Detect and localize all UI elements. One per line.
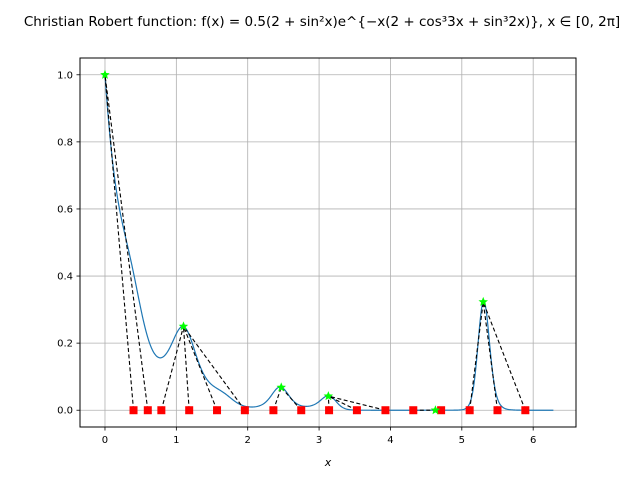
- y-axis-ticks: 0.0 0.2 0.4 0.6 0.8 1.0: [57, 70, 80, 417]
- maximum-marker: [323, 391, 334, 401]
- axes-frame: [79, 57, 577, 428]
- y-tick-label: 0.2: [57, 339, 73, 350]
- maxima-markers: [100, 69, 488, 415]
- maximum-marker: [178, 321, 189, 331]
- sample-marker: [269, 406, 278, 415]
- sample-marker: [143, 406, 152, 415]
- x-tick-label: 0: [102, 435, 108, 446]
- x-tick-label: 5: [459, 435, 465, 446]
- sample-marker: [325, 406, 334, 415]
- maximum-marker: [430, 405, 441, 415]
- connector-line: [328, 395, 358, 411]
- connector-line: [104, 74, 135, 411]
- sample-marker: [129, 406, 138, 415]
- connector-line: [183, 326, 246, 411]
- x-tick-label: 6: [530, 435, 536, 446]
- connector-line: [482, 301, 499, 411]
- x-axis-label: x: [324, 456, 332, 469]
- sample-marker: [157, 406, 166, 415]
- connector-line: [469, 301, 484, 411]
- y-tick-label: 0.8: [57, 137, 73, 148]
- connector-line: [104, 74, 149, 411]
- sample-marker: [213, 406, 222, 415]
- sample-marker: [381, 406, 390, 415]
- connector-line: [272, 387, 282, 411]
- y-tick-label: 0.4: [57, 272, 73, 283]
- sample-markers: [129, 406, 530, 415]
- sample-marker: [465, 406, 474, 415]
- y-tick-label: 0.6: [57, 204, 73, 215]
- sample-marker: [185, 406, 194, 415]
- y-tick-label: 1.0: [57, 70, 73, 81]
- grid-lines: [80, 58, 576, 427]
- x-tick-label: 4: [387, 435, 393, 446]
- y-tick-label: 0.0: [57, 406, 73, 417]
- maximum-marker: [100, 69, 110, 79]
- sample-marker: [297, 406, 306, 415]
- sample-marker: [493, 406, 502, 415]
- sample-marker: [409, 406, 418, 415]
- x-axis-ticks: 0 1 2 3 4 5 6: [102, 427, 536, 446]
- x-tick-label: 3: [316, 435, 322, 446]
- connector-lines: [104, 74, 526, 411]
- connector-line: [328, 395, 386, 411]
- x-tick-label: 2: [245, 435, 251, 446]
- maximum-marker: [276, 382, 287, 392]
- sample-marker: [352, 406, 361, 415]
- sample-marker: [437, 406, 446, 415]
- connector-line: [160, 326, 185, 411]
- connector-line: [182, 326, 218, 411]
- connector-line: [182, 326, 190, 411]
- x-tick-label: 1: [173, 435, 179, 446]
- chart-title: Christian Robert function: f(x) = 0.5(2 …: [24, 14, 620, 30]
- connector-line: [280, 387, 302, 411]
- maximum-marker: [478, 296, 488, 306]
- sample-marker: [240, 406, 249, 415]
- sample-marker: [521, 406, 530, 415]
